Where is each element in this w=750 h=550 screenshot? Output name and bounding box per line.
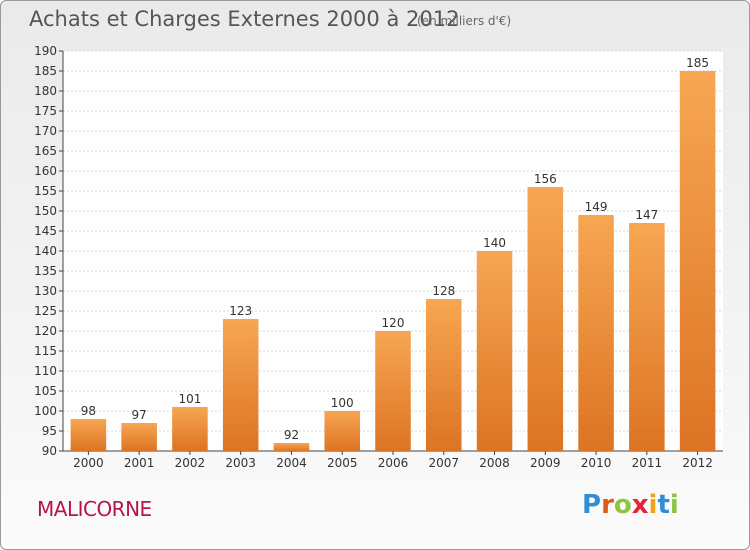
y-tick-label: 190	[34, 44, 57, 58]
chart-title: Achats et Charges Externes 2000 à 2012	[29, 7, 460, 31]
bar	[222, 319, 259, 451]
x-tick-label: 2001	[124, 456, 155, 470]
y-tick-label: 170	[34, 124, 57, 138]
y-tick-label: 185	[34, 64, 57, 78]
logo-letter: i	[669, 490, 679, 520]
bar	[426, 299, 462, 451]
x-tick-label: 2010	[581, 456, 612, 470]
bar	[273, 443, 310, 451]
x-tick-label: 2009	[530, 456, 561, 470]
data-label: 97	[132, 408, 147, 422]
x-tick-label: 2012	[682, 456, 713, 470]
data-label: 101	[178, 392, 201, 406]
data-label: 140	[483, 236, 506, 250]
y-tick-label: 120	[34, 324, 57, 338]
y-tick-label: 105	[34, 384, 57, 398]
logo-letter: i	[648, 490, 658, 520]
y-tick-label: 140	[34, 244, 57, 258]
x-tick-label: 2007	[428, 456, 459, 470]
y-tick-label: 180	[34, 84, 57, 98]
y-tick-label: 135	[34, 264, 57, 278]
proxiti-logo: Proxiti	[582, 490, 679, 520]
y-tick-label: 115	[34, 344, 57, 358]
x-tick-label: 2011	[632, 456, 663, 470]
y-tick-label: 95	[42, 424, 57, 438]
y-tick-label: 165	[34, 144, 57, 158]
chart-unit: (en milliers d'€)	[417, 14, 512, 28]
x-tick-label: 2004	[276, 456, 307, 470]
data-label: 120	[382, 316, 405, 330]
bar	[121, 423, 157, 451]
bar	[70, 419, 107, 451]
y-tick-label: 130	[34, 284, 57, 298]
x-tick-label: 2000	[73, 456, 104, 470]
y-tick-label: 100	[34, 404, 57, 418]
bar	[527, 187, 564, 451]
data-label: 128	[432, 284, 455, 298]
x-tick-label: 2002	[175, 456, 206, 470]
data-label: 147	[635, 208, 658, 222]
bar	[324, 411, 360, 451]
logo-letter: r	[601, 490, 614, 520]
bar	[375, 331, 411, 451]
x-tick-label: 2006	[378, 456, 409, 470]
data-label: 92	[284, 428, 299, 442]
data-label: 185	[686, 56, 709, 70]
bar	[578, 215, 614, 451]
y-tick-label: 110	[34, 364, 57, 378]
x-tick-label: 2003	[225, 456, 256, 470]
bar	[476, 251, 513, 451]
data-label: 98	[81, 404, 96, 418]
y-tick-label: 145	[34, 224, 57, 238]
place-name: MALICORNE	[37, 497, 152, 521]
x-tick-label: 2005	[327, 456, 358, 470]
logo-letter: o	[613, 490, 632, 520]
y-tick-label: 150	[34, 204, 57, 218]
data-label: 100	[331, 396, 354, 410]
logo-letter: P	[582, 490, 602, 520]
bar	[172, 407, 208, 451]
y-tick-label: 160	[34, 164, 57, 178]
data-label: 149	[585, 200, 608, 214]
y-tick-label: 90	[42, 444, 57, 458]
bar	[679, 71, 716, 451]
data-label: 156	[534, 172, 557, 186]
logo-letter: x	[631, 490, 649, 520]
data-label: 123	[229, 304, 252, 318]
y-tick-label: 155	[34, 184, 57, 198]
x-tick-label: 2008	[479, 456, 510, 470]
y-tick-label: 175	[34, 104, 57, 118]
bar	[629, 223, 665, 451]
logo-letter: t	[657, 490, 670, 520]
y-tick-label: 125	[34, 304, 57, 318]
